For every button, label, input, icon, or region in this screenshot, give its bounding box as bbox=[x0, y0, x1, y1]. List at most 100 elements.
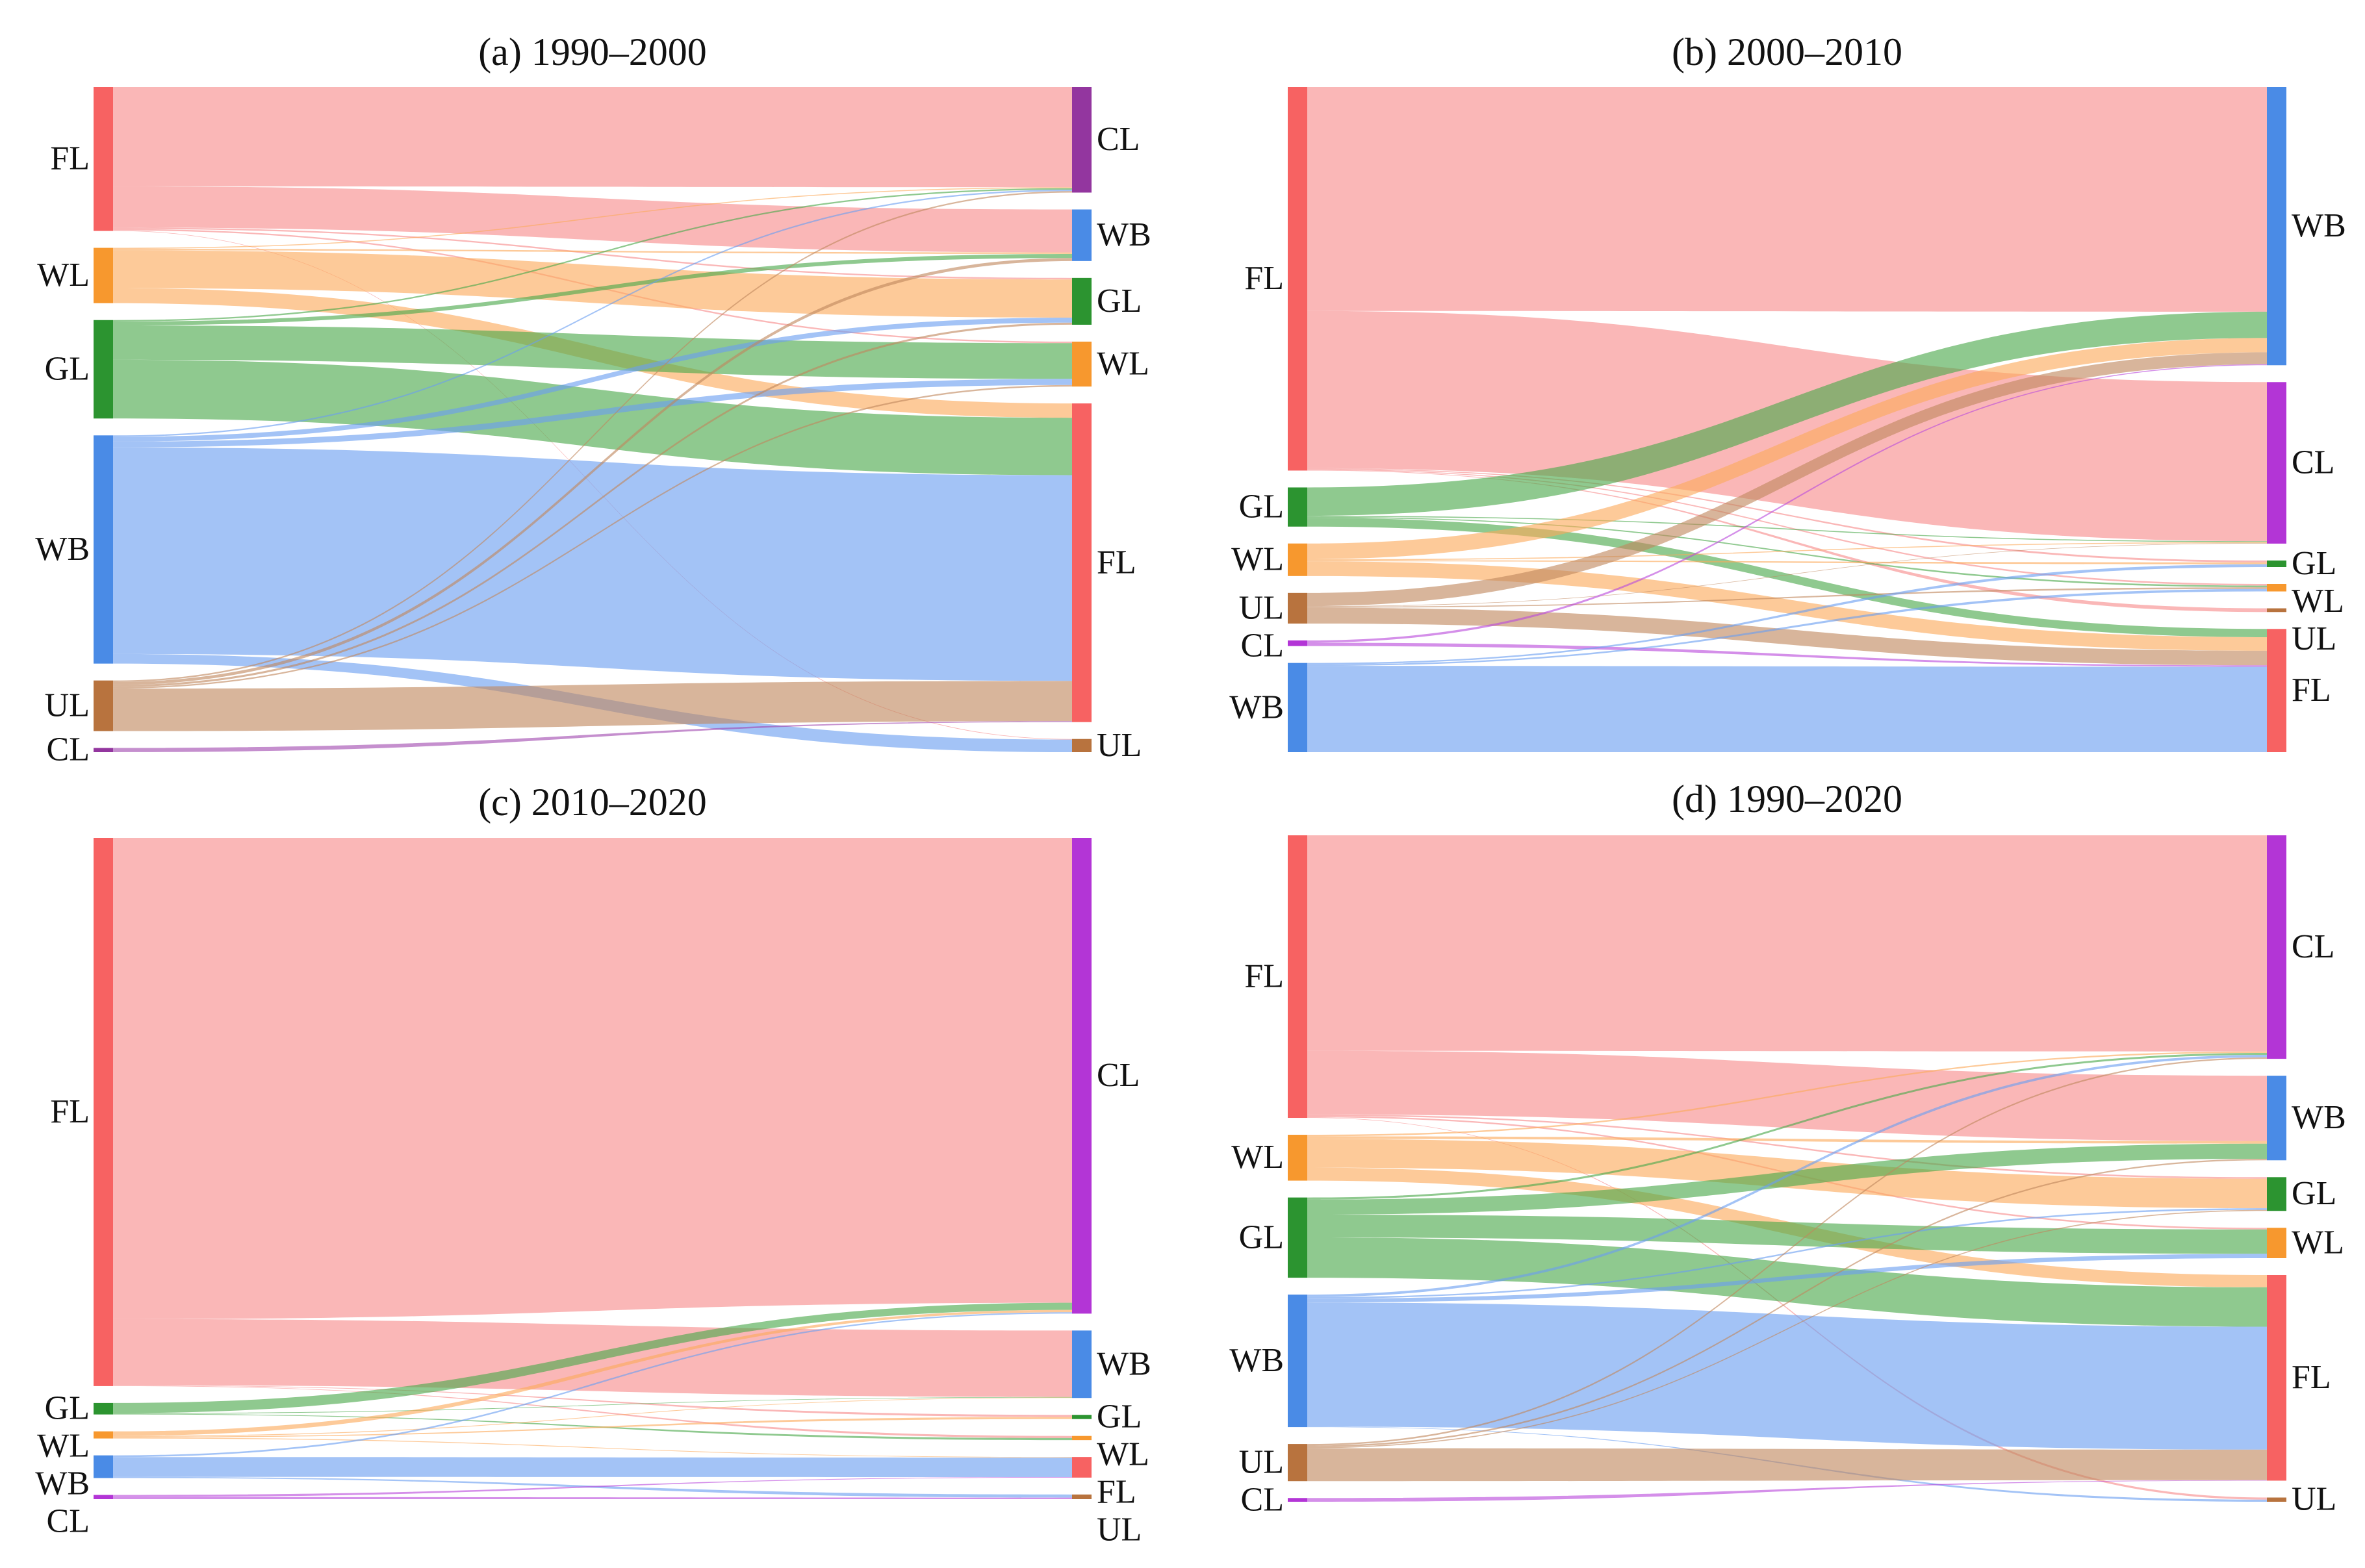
flow-wb-to-cl[interactable] bbox=[113, 1312, 1072, 1458]
flow-wl-to-cl[interactable] bbox=[113, 187, 1072, 249]
node-source-fl[interactable] bbox=[94, 87, 113, 231]
node-source-wl[interactable] bbox=[94, 247, 113, 303]
node-source-gl[interactable] bbox=[1288, 1197, 1307, 1278]
flow-wl-to-cl[interactable] bbox=[1307, 542, 2267, 561]
flow-wb-to-gl[interactable] bbox=[1307, 1208, 2267, 1299]
flow-ul-to-wl[interactable] bbox=[1307, 587, 2267, 608]
node-target-cl[interactable] bbox=[1072, 87, 1092, 193]
flow-fl-to-wb[interactable] bbox=[113, 186, 1072, 253]
flow-wb-to-wl[interactable] bbox=[1307, 588, 2267, 666]
flow-wl-to-wb[interactable] bbox=[1307, 1136, 2267, 1144]
flow-wl-to-fl[interactable] bbox=[113, 1437, 1072, 1458]
flow-fl-to-gl[interactable] bbox=[1307, 1114, 2267, 1179]
node-source-gl[interactable] bbox=[1288, 487, 1307, 527]
flow-fl-to-gl[interactable] bbox=[113, 227, 1072, 280]
node-source-wb[interactable] bbox=[94, 435, 113, 664]
node-source-gl[interactable] bbox=[94, 1402, 113, 1415]
flow-ul-to-wb[interactable] bbox=[1307, 352, 2267, 607]
flow-wl-to-wb[interactable] bbox=[113, 249, 1072, 254]
flow-fl-to-cl[interactable] bbox=[113, 87, 1072, 188]
flow-ul-to-fl[interactable] bbox=[1307, 607, 2267, 666]
flow-fl-to-wb[interactable] bbox=[1307, 1050, 2267, 1141]
flow-ul-to-wb[interactable] bbox=[113, 258, 1072, 685]
flow-ul-to-wb[interactable] bbox=[1307, 1158, 2267, 1447]
flow-fl-to-gl[interactable] bbox=[113, 1385, 1072, 1417]
flow-gl-to-wb[interactable] bbox=[113, 253, 1072, 326]
node-target-ul[interactable] bbox=[2267, 608, 2286, 613]
node-source-cl[interactable] bbox=[1288, 1498, 1307, 1502]
node-source-ul[interactable] bbox=[1288, 592, 1307, 624]
flow-cl-to-fl[interactable] bbox=[113, 1476, 1072, 1497]
flow-fl-to-gl[interactable] bbox=[1307, 468, 2267, 563]
flow-fl-to-ul[interactable] bbox=[1307, 1117, 2267, 1500]
flow-fl-to-wl[interactable] bbox=[1307, 469, 2267, 586]
flow-wl-to-gl[interactable] bbox=[113, 1417, 1072, 1438]
node-target-gl[interactable] bbox=[2267, 560, 2286, 567]
flow-ul-to-wl[interactable] bbox=[113, 385, 1072, 689]
node-target-wb[interactable] bbox=[2267, 87, 2286, 366]
flow-wb-to-wl[interactable] bbox=[1307, 1254, 2267, 1303]
flow-fl-to-cl[interactable] bbox=[113, 838, 1072, 1319]
flow-ul-to-cl[interactable] bbox=[113, 191, 1072, 682]
flow-gl-to-wl[interactable] bbox=[113, 325, 1072, 379]
flow-gl-to-fl[interactable] bbox=[113, 359, 1072, 475]
flow-gl-to-cl[interactable] bbox=[1307, 516, 2267, 542]
flow-wb-to-cl[interactable] bbox=[1307, 1055, 2267, 1297]
node-source-gl[interactable] bbox=[94, 320, 113, 419]
node-source-wb[interactable] bbox=[1288, 663, 1307, 752]
flow-ul-to-cl[interactable] bbox=[1307, 543, 2267, 607]
node-source-wl[interactable] bbox=[1288, 543, 1307, 576]
node-target-fl[interactable] bbox=[1072, 1457, 1092, 1478]
flow-wl-to-cl[interactable] bbox=[1307, 1051, 2267, 1137]
node-target-wb[interactable] bbox=[1072, 1330, 1092, 1398]
flow-wb-to-wl[interactable] bbox=[113, 379, 1072, 448]
node-source-wl[interactable] bbox=[1288, 1135, 1307, 1181]
flow-wb-to-fl[interactable] bbox=[113, 447, 1072, 681]
node-target-fl[interactable] bbox=[2267, 629, 2286, 752]
node-target-wl[interactable] bbox=[1072, 1435, 1092, 1441]
flow-ul-to-gl[interactable] bbox=[113, 322, 1072, 687]
flow-ul-to-fl[interactable] bbox=[113, 681, 1072, 731]
node-source-wb[interactable] bbox=[94, 1455, 113, 1478]
flow-wl-to-fl[interactable] bbox=[1307, 561, 2267, 651]
flow-cl-to-fl[interactable] bbox=[1307, 1480, 2267, 1502]
flow-wl-to-wb[interactable] bbox=[1307, 338, 2267, 559]
node-target-cl[interactable] bbox=[2267, 382, 2286, 544]
node-source-ul[interactable] bbox=[1288, 1444, 1307, 1482]
node-target-gl[interactable] bbox=[1072, 277, 1092, 325]
flow-fl-to-ul[interactable] bbox=[1307, 470, 2267, 613]
node-source-cl[interactable] bbox=[94, 748, 113, 752]
flow-fl-to-wb[interactable] bbox=[1307, 87, 2267, 312]
flow-cl-to-fl[interactable] bbox=[113, 721, 1072, 752]
node-target-ul[interactable] bbox=[2267, 1497, 2286, 1502]
node-source-wb[interactable] bbox=[1288, 1295, 1307, 1428]
flow-ul-to-fl[interactable] bbox=[1307, 1448, 2267, 1482]
node-source-fl[interactable] bbox=[1288, 87, 1307, 471]
flow-wb-to-gl[interactable] bbox=[1307, 564, 2267, 664]
node-source-fl[interactable] bbox=[1288, 835, 1307, 1119]
node-source-wl[interactable] bbox=[94, 1431, 113, 1439]
flow-gl-to-cl[interactable] bbox=[113, 1302, 1072, 1413]
flow-wl-to-cl[interactable] bbox=[113, 1309, 1072, 1436]
flow-wl-to-gl[interactable] bbox=[113, 250, 1072, 318]
flow-gl-to-fl[interactable] bbox=[1307, 518, 2267, 637]
flow-ul-to-cl[interactable] bbox=[1307, 1057, 2267, 1446]
node-target-fl[interactable] bbox=[2267, 1274, 2286, 1481]
node-source-cl[interactable] bbox=[94, 1495, 113, 1499]
node-target-wb[interactable] bbox=[2267, 1076, 2286, 1161]
flow-gl-to-wl[interactable] bbox=[1307, 1215, 2267, 1254]
node-target-ul[interactable] bbox=[1072, 739, 1092, 752]
node-target-ul[interactable] bbox=[1072, 1494, 1092, 1499]
node-target-wb[interactable] bbox=[1072, 209, 1092, 261]
flow-wl-to-wb[interactable] bbox=[113, 1397, 1072, 1437]
flow-gl-to-cl[interactable] bbox=[1307, 1053, 2267, 1200]
flow-gl-to-wb[interactable] bbox=[113, 1397, 1072, 1414]
node-target-wl[interactable] bbox=[1072, 341, 1092, 387]
flow-fl-to-cl[interactable] bbox=[1307, 835, 2267, 1052]
flow-cl-to-ul[interactable] bbox=[113, 1497, 1072, 1499]
flow-gl-to-wl[interactable] bbox=[1307, 516, 2267, 588]
node-target-gl[interactable] bbox=[2267, 1177, 2286, 1211]
flow-cl-to-fl[interactable] bbox=[1307, 642, 2267, 667]
node-target-wl[interactable] bbox=[2267, 1228, 2286, 1258]
flow-wb-to-gl[interactable] bbox=[113, 317, 1072, 442]
